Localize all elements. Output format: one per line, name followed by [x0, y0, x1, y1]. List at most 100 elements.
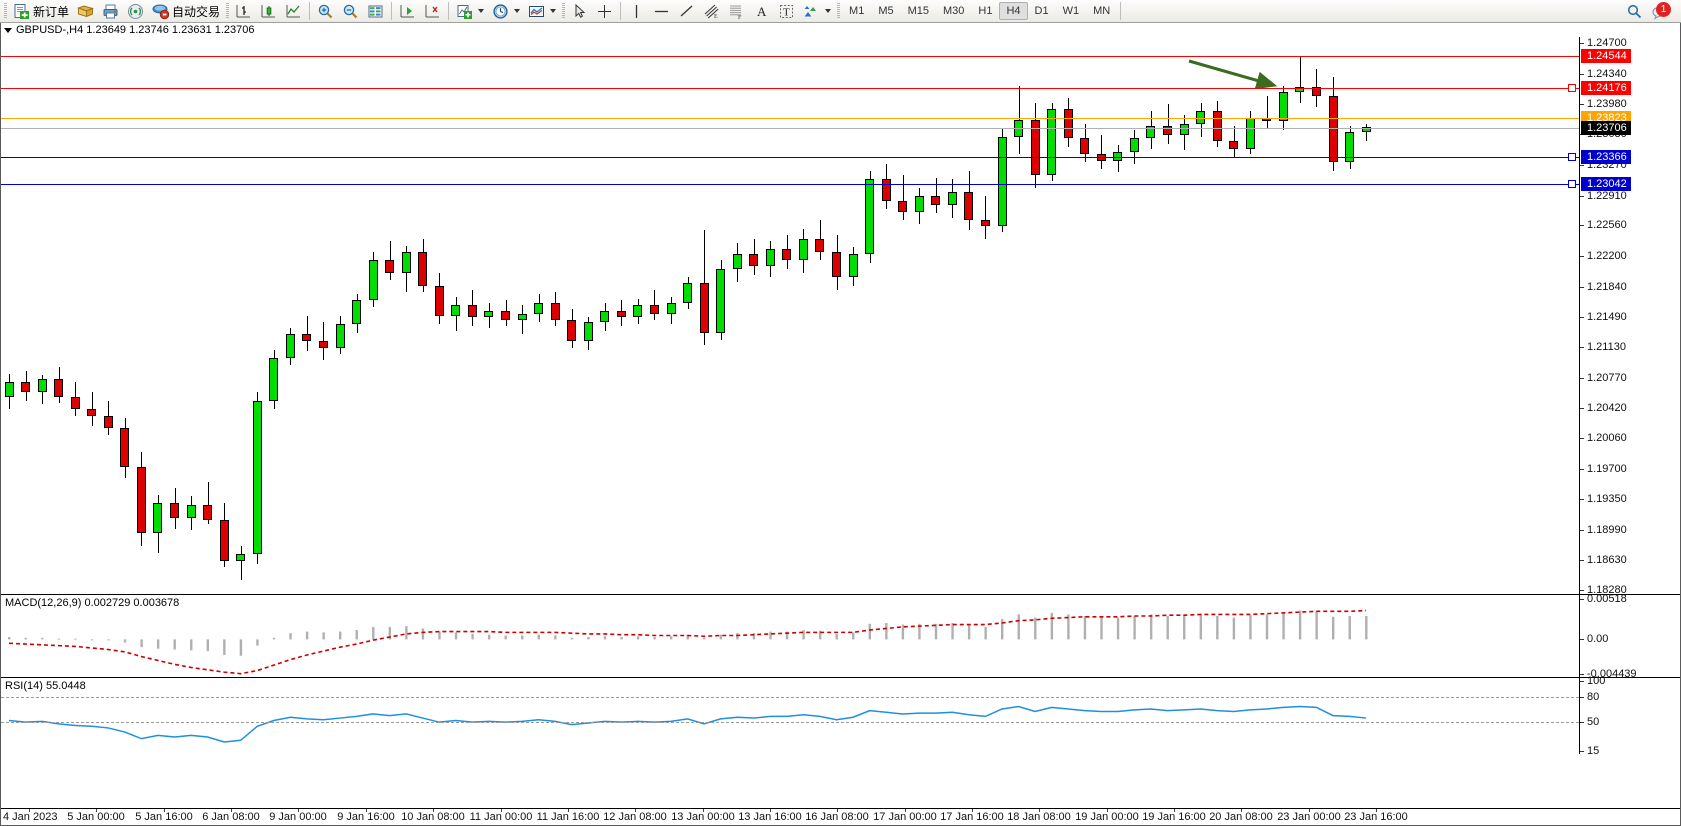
time-tickmark: [770, 809, 771, 812]
candle-body: [1047, 109, 1057, 176]
candle-body: [186, 504, 196, 519]
shapes-button[interactable]: [799, 0, 835, 22]
timeframe-m5[interactable]: M5: [878, 5, 894, 17]
level-line-support-lower[interactable]: [1, 184, 1579, 186]
trendline-button[interactable]: [674, 0, 699, 22]
level-line-support-line[interactable]: [1, 156, 1579, 158]
toolbar-grip-3[interactable]: [560, 2, 567, 20]
chevron-down-icon-3[interactable]: [550, 9, 557, 13]
candle-body: [285, 334, 295, 359]
time-axis[interactable]: 4 Jan 2023 5 Jan 00:00 5 Jan 16:00 6 Jan 08…: [1, 808, 1680, 825]
crosshair-button[interactable]: [592, 0, 617, 22]
candle-body: [1179, 123, 1189, 135]
level-line-resistance-line[interactable]: [1, 87, 1579, 89]
vline-button[interactable]: [624, 0, 649, 22]
zoom-out-button[interactable]: [338, 0, 363, 22]
macd-plot-area[interactable]: MACD(12,26,9) 0.002729 0.003678: [1, 595, 1579, 677]
level-handle-support-lower[interactable]: [1568, 180, 1576, 189]
grid-button[interactable]: [363, 0, 388, 22]
price-tick-label: 1.22560: [1587, 219, 1627, 232]
fibo-button[interactable]: F: [724, 0, 749, 22]
timeframe-w1[interactable]: W1: [1062, 5, 1080, 17]
rsi-pane[interactable]: RSI(14) 55.0448 100 80 50 15: [1, 675, 1680, 757]
add-indicator-button[interactable]: [452, 0, 488, 22]
price-tickmark: [1580, 104, 1584, 106]
price-label-resistance-upper[interactable]: 1.24544: [1581, 49, 1631, 64]
rsi-tickmark: [1580, 697, 1584, 699]
folder-button[interactable]: [73, 0, 98, 22]
candle-body: [732, 254, 742, 269]
level-line-orange-level[interactable]: [1, 117, 1579, 119]
chevron-down-icon-4[interactable]: [825, 9, 832, 13]
time-tick-label: 12 Jan 08:00: [603, 811, 667, 823]
hline-button[interactable]: [649, 0, 674, 22]
price-label-support-line[interactable]: 1.23366: [1581, 149, 1631, 164]
candle-body: [170, 503, 179, 519]
autotrading-button[interactable]: 自动交易: [148, 0, 224, 22]
macd-tick-label: 0.00518: [1587, 593, 1627, 605]
rsi-axis: 100 80 50 15: [1579, 675, 1680, 757]
timeframe-m30[interactable]: M30: [943, 5, 965, 17]
timeframe-h1[interactable]: H1: [978, 5, 993, 17]
equidistant-button[interactable]: E: [699, 0, 724, 22]
rsi-plot-area[interactable]: RSI(14) 55.0448: [1, 678, 1579, 754]
level-handle-resistance-line[interactable]: [1568, 83, 1576, 92]
signal-button[interactable]: [123, 0, 148, 22]
candle-body: [103, 416, 113, 429]
time-tickmark: [1174, 809, 1175, 812]
chevron-down-icon-2[interactable]: [514, 9, 521, 13]
candle-body: [633, 305, 643, 318]
candle-body: [1163, 126, 1172, 135]
text-button[interactable]: A: [749, 0, 774, 22]
new-order-button[interactable]: 新订单: [9, 0, 73, 22]
time-tickmark: [1241, 809, 1242, 812]
price-axis[interactable]: 1.247001.243401.239801.236301.232701.229…: [1579, 37, 1680, 596]
toolbar-grip[interactable]: [2, 2, 9, 20]
time-tick-label: 19 Jan 00:00: [1075, 811, 1139, 823]
chart-panes: 1.247001.243401.239801.236301.232701.229…: [1, 37, 1680, 808]
candle-body: [534, 302, 544, 314]
price-pane[interactable]: 1.247001.243401.239801.236301.232701.229…: [1, 37, 1680, 596]
candle-chart-button[interactable]: [256, 0, 281, 22]
timeframe-d1[interactable]: D1: [1034, 5, 1049, 17]
price-label-bid-price[interactable]: 1.23706: [1581, 120, 1631, 135]
candle-body: [931, 196, 941, 205]
templates-button[interactable]: [524, 0, 560, 22]
level-handle-support-line[interactable]: [1568, 152, 1576, 161]
timeframe-m15[interactable]: M15: [907, 5, 929, 17]
toolbar-grip-4[interactable]: [835, 2, 842, 20]
time-tick-label: 19 Jan 16:00: [1142, 811, 1206, 823]
candle-body: [616, 311, 626, 318]
price-tickmark: [1580, 590, 1584, 591]
price-tickmark: [1580, 286, 1584, 288]
macd-pane[interactable]: MACD(12,26,9) 0.002729 0.003678 0.00518 0…: [1, 593, 1680, 680]
toolbar-grip-2[interactable]: [224, 2, 231, 20]
macd-tickmark: [1580, 674, 1584, 675]
alert-icon[interactable]: 1: [1651, 1, 1671, 20]
timeframe-h4[interactable]: H4: [999, 2, 1028, 20]
level-line-resistance-upper[interactable]: [1, 56, 1579, 58]
candle-body: [683, 283, 693, 303]
text-label-button[interactable]: T: [774, 0, 799, 22]
printer-button[interactable]: [98, 0, 123, 22]
cursor-button[interactable]: [567, 0, 592, 22]
timeframe-mn[interactable]: MN: [1093, 5, 1111, 17]
auto-scroll-button[interactable]: [420, 0, 445, 22]
shift-end-button[interactable]: [395, 0, 420, 22]
period-button[interactable]: [488, 0, 524, 22]
search-icon[interactable]: [1626, 3, 1643, 20]
line-chart-button[interactable]: [281, 0, 306, 22]
price-plot-area[interactable]: [1, 37, 1579, 594]
level-line-bid-price[interactable]: [1, 127, 1579, 129]
candle-body: [980, 220, 990, 227]
price-label-resistance-line[interactable]: 1.24176: [1581, 80, 1631, 95]
chart-menu-icon[interactable]: [4, 27, 12, 33]
zoom-in-button[interactable]: [313, 0, 338, 22]
bar-chart-button[interactable]: [231, 0, 256, 22]
chevron-down-icon[interactable]: [478, 9, 485, 13]
rsi-level-80: [1, 697, 1579, 699]
timeframe-m1[interactable]: M1: [849, 5, 865, 17]
candle-body: [798, 238, 808, 261]
price-tickmark: [1580, 529, 1584, 531]
price-label-support-lower[interactable]: 1.23042: [1581, 177, 1631, 192]
